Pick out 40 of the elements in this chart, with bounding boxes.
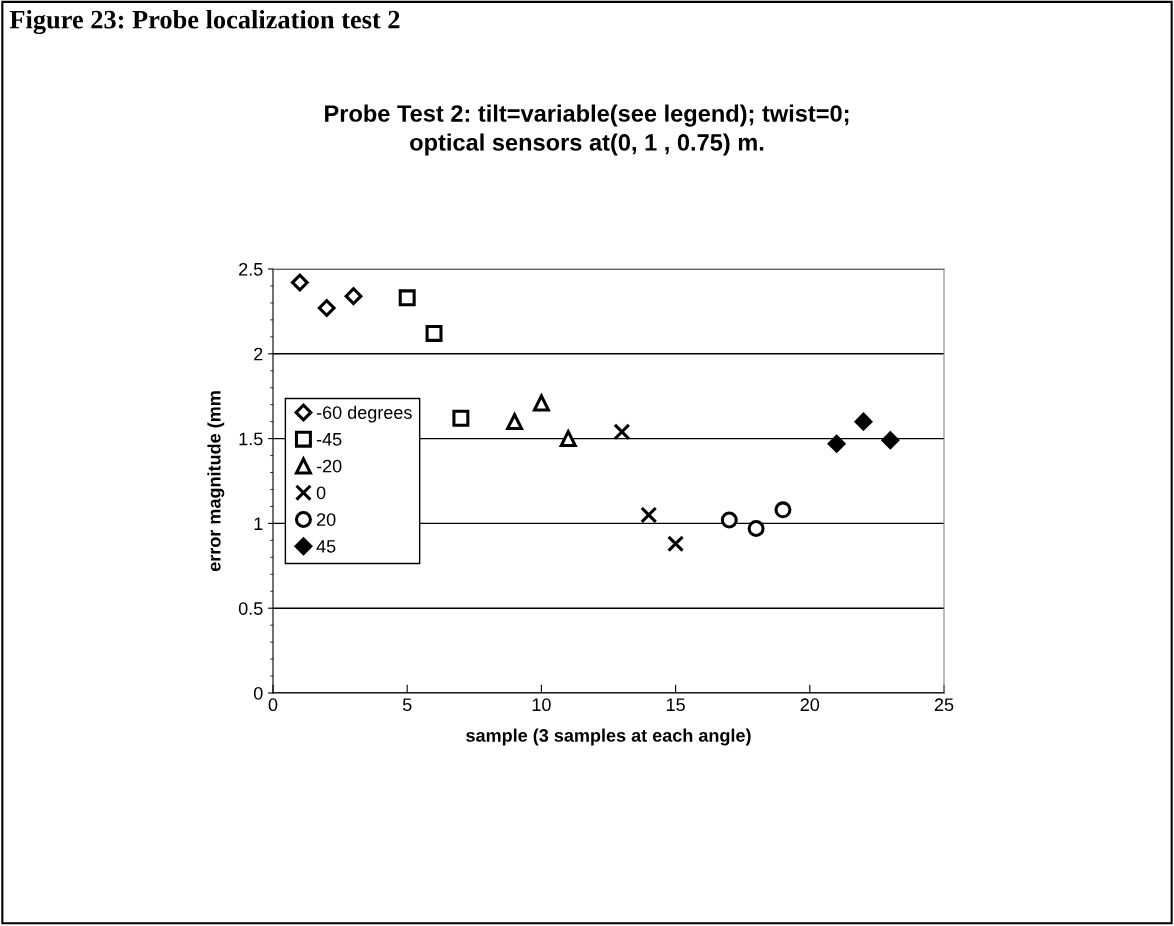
point <box>881 431 900 450</box>
point <box>506 413 524 431</box>
caption: Figure 23: Probe localization test 2 <box>9 9 400 35</box>
legend-label: 45 <box>316 540 336 553</box>
legend-label: 0 <box>316 486 326 500</box>
y-axis-title: error magnitude (mm <box>207 391 225 572</box>
x-axis-title: sample (3 samples at each angle) <box>466 728 751 746</box>
point <box>532 392 551 412</box>
y-tick-label: 0.5 <box>238 602 263 615</box>
point <box>290 273 309 292</box>
y-tick-label: 0 <box>253 686 263 700</box>
point <box>559 430 577 448</box>
legend-label: 20 <box>316 513 336 526</box>
x-tick-label: 20 <box>800 698 820 712</box>
y-tick-label: 2.5 <box>239 262 263 276</box>
point <box>854 412 873 431</box>
x-tick-label: 15 <box>666 698 685 712</box>
x-tick-label: 0 <box>268 698 278 712</box>
point <box>774 501 792 519</box>
x-tick-label: 25 <box>934 698 954 712</box>
point <box>452 409 470 427</box>
legend-label: -60 degrees <box>316 405 412 423</box>
point <box>667 535 685 553</box>
x-tick-label: 10 <box>532 698 551 712</box>
point <box>720 511 738 529</box>
y-tick-label: 1.5 <box>239 432 263 446</box>
legend-label: -45 <box>316 433 342 446</box>
y-tick-label: 1 <box>254 517 263 530</box>
x-tick-label: 5 <box>402 698 412 712</box>
legend-label: -20 <box>316 459 342 473</box>
chart-title: Probe Test 2: tilt=variable(see legend); twist=0; optical sensors at(0, 1 , 0.75) m. <box>325 104 849 156</box>
point <box>613 423 631 441</box>
point <box>425 324 443 342</box>
point <box>344 287 363 306</box>
point <box>317 299 336 317</box>
point <box>827 434 846 453</box>
y-tick-label: 2 <box>254 347 263 361</box>
point <box>398 289 416 307</box>
point <box>640 506 658 524</box>
point <box>747 520 765 537</box>
